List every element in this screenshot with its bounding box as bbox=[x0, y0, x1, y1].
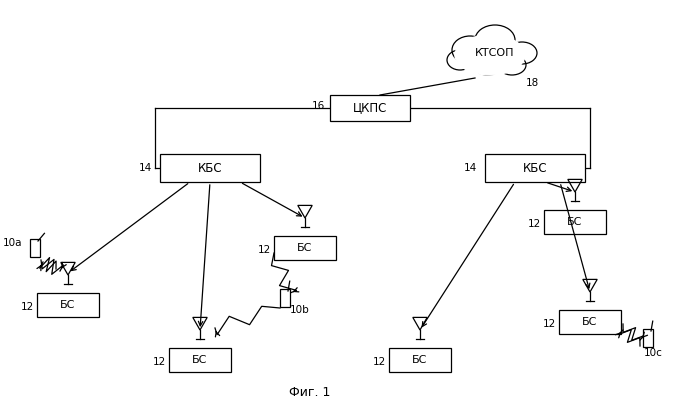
Text: 12: 12 bbox=[373, 357, 386, 367]
Text: КБС: КБС bbox=[523, 162, 547, 175]
Text: КТСОП: КТСОП bbox=[475, 48, 514, 58]
FancyBboxPatch shape bbox=[330, 95, 410, 121]
Text: БС: БС bbox=[568, 217, 583, 227]
FancyBboxPatch shape bbox=[485, 154, 585, 182]
FancyBboxPatch shape bbox=[274, 236, 336, 260]
Text: 10b: 10b bbox=[290, 305, 310, 315]
Ellipse shape bbox=[452, 36, 488, 64]
FancyBboxPatch shape bbox=[280, 289, 290, 307]
Text: БС: БС bbox=[582, 317, 598, 327]
Ellipse shape bbox=[471, 51, 505, 75]
Ellipse shape bbox=[507, 42, 537, 64]
FancyBboxPatch shape bbox=[643, 329, 653, 347]
Text: 10а: 10а bbox=[3, 238, 23, 248]
Ellipse shape bbox=[498, 55, 526, 75]
Text: БС: БС bbox=[297, 243, 312, 253]
Text: 14: 14 bbox=[138, 163, 152, 173]
Text: 18: 18 bbox=[526, 78, 539, 88]
Text: ЦКПС: ЦКПС bbox=[353, 101, 387, 114]
Ellipse shape bbox=[475, 25, 515, 55]
Text: БС: БС bbox=[60, 300, 75, 310]
FancyBboxPatch shape bbox=[169, 348, 231, 372]
Text: 12: 12 bbox=[542, 319, 556, 329]
Text: 14: 14 bbox=[463, 163, 477, 173]
Text: КБС: КБС bbox=[198, 162, 222, 175]
Text: 10с: 10с bbox=[644, 348, 663, 358]
FancyBboxPatch shape bbox=[559, 310, 621, 334]
Text: БС: БС bbox=[412, 355, 428, 365]
FancyBboxPatch shape bbox=[30, 239, 40, 257]
Text: 12: 12 bbox=[152, 357, 166, 367]
Text: 12: 12 bbox=[527, 219, 540, 229]
Ellipse shape bbox=[455, 35, 525, 75]
Text: Фиг. 1: Фиг. 1 bbox=[289, 385, 331, 398]
FancyBboxPatch shape bbox=[160, 154, 260, 182]
Text: 12: 12 bbox=[257, 245, 271, 255]
Text: 16: 16 bbox=[311, 101, 324, 111]
FancyBboxPatch shape bbox=[544, 210, 606, 234]
FancyBboxPatch shape bbox=[389, 348, 451, 372]
Text: 12: 12 bbox=[20, 302, 34, 312]
Text: БС: БС bbox=[192, 355, 208, 365]
FancyBboxPatch shape bbox=[37, 293, 99, 317]
Ellipse shape bbox=[447, 50, 473, 70]
